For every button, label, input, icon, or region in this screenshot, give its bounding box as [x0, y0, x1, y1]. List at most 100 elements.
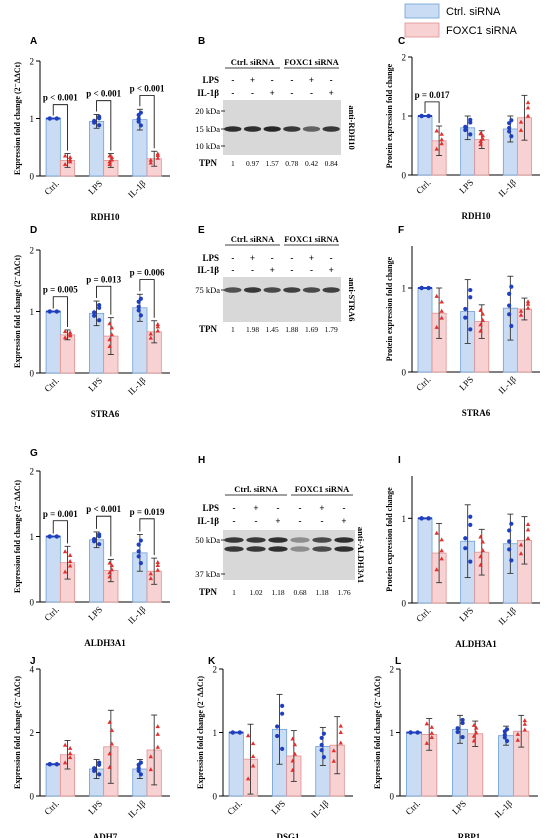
bar-ctrl: [89, 120, 105, 177]
chart-panel-L: L 0 1 2 Expression fold change (2⁻ΔΔCt) RBP1 C…: [373, 656, 538, 838]
blot-sign: -: [330, 253, 333, 263]
data-point: [478, 307, 483, 312]
significance-bracket: [139, 95, 155, 149]
data-point: [478, 142, 483, 147]
data-point: [525, 305, 531, 310]
blot-band: [243, 126, 262, 132]
data-point: [107, 153, 112, 158]
blot-sign: -: [255, 516, 258, 526]
bar-charts: A 0 1 2 Expression fold change (2⁻ΔΔCt) RDH10…: [13, 36, 540, 838]
blot-panel-E: E Ctrl. siRNA FOXC1 siRNA LPS - + - - + - IL-1β - - +…: [195, 225, 357, 334]
data-point: [429, 724, 435, 729]
bar-ctrl: [406, 732, 423, 797]
data-point: [439, 131, 444, 136]
data-point: [439, 537, 444, 542]
x-tick-label: Ctrl.: [414, 177, 433, 196]
bar-ctrl: [45, 311, 61, 374]
data-point: [455, 729, 460, 735]
data-point: [480, 311, 485, 316]
kda-marker: 37 kDa: [195, 569, 220, 579]
significance-bracket: [96, 100, 112, 151]
data-point: [474, 730, 479, 735]
data-point: [480, 539, 485, 544]
x-tick-label: Ctrl.: [42, 375, 61, 394]
x-tick-label: IL-1β: [496, 177, 518, 199]
y-tick-label: 1: [213, 728, 218, 738]
data-point: [419, 113, 424, 119]
data-point: [250, 763, 256, 768]
data-point: [471, 733, 477, 738]
blot-group-label: FOXC1 siRNA: [295, 484, 350, 494]
data-point: [471, 722, 477, 727]
data-point: [468, 514, 473, 519]
y-tick-label: 0: [30, 792, 35, 802]
data-point: [67, 552, 73, 557]
y-tick-label: 0: [402, 368, 407, 378]
data-point: [509, 521, 514, 526]
data-point: [47, 116, 52, 121]
data-point: [67, 751, 73, 756]
data-point: [280, 746, 285, 751]
data-point: [460, 720, 465, 726]
tpn-value: 1.45: [266, 325, 279, 334]
data-point: [522, 721, 528, 726]
data-point: [97, 114, 102, 119]
x-tick-label: Ctrl.: [225, 798, 244, 817]
blot-band: [268, 546, 288, 552]
data-point: [515, 737, 521, 742]
blot-sign: +: [319, 503, 324, 513]
y-tick-label: 0: [390, 792, 395, 802]
x-tick-label: IL-1β: [126, 604, 148, 626]
blot-band: [263, 287, 281, 293]
y-axis-label: Protein expression fold change: [385, 256, 394, 361]
data-point: [321, 731, 326, 736]
blot-sign: -: [299, 516, 302, 526]
tpn-value: 1.57: [266, 159, 279, 168]
bar-ctrl: [89, 539, 105, 603]
tpn-value: 0.42: [305, 159, 318, 168]
data-point: [109, 567, 115, 572]
antibody-label: anti-ALDH3A1: [356, 527, 366, 583]
x-tick-label: Ctrl.: [414, 605, 433, 624]
x-tick-label: IL-1β: [126, 798, 148, 820]
data-point: [525, 522, 531, 527]
kda-marker: 50 kDa: [195, 535, 220, 545]
data-point: [319, 735, 324, 741]
x-axis-label: ADH7: [93, 832, 118, 838]
x-tick-label: Ctrl.: [42, 604, 61, 623]
data-point: [107, 570, 112, 575]
bar-ctrl: [228, 732, 244, 797]
blot-sign: -: [251, 265, 254, 275]
data-point: [426, 285, 431, 291]
blot-sign: -: [277, 503, 280, 513]
data-point: [155, 321, 160, 326]
legend-swatch-ctrl: [404, 3, 440, 19]
x-tick-label: Ctrl.: [404, 798, 423, 817]
blot-membrane: [223, 100, 341, 155]
tpn-value: 1.18: [315, 588, 328, 597]
data-point: [434, 128, 439, 133]
blot-sign: -: [231, 88, 234, 98]
data-point: [468, 522, 473, 527]
data-point: [92, 310, 97, 315]
panel-letter: J: [30, 656, 36, 667]
data-point: [97, 318, 102, 323]
data-point: [136, 304, 141, 309]
panel-letter: E: [198, 225, 205, 236]
blot-band: [243, 287, 262, 293]
data-point: [62, 549, 68, 554]
data-point: [97, 123, 102, 128]
data-point: [424, 740, 430, 745]
tpn-value: 1.69: [305, 325, 318, 334]
data-point: [507, 539, 512, 544]
blot-sign: -: [299, 503, 302, 513]
data-point: [107, 161, 112, 166]
data-point: [463, 546, 468, 551]
data-point: [509, 284, 514, 289]
data-point: [290, 758, 295, 763]
x-tick-label: LPS: [450, 798, 468, 816]
blot-band: [334, 537, 354, 543]
data-point: [92, 537, 97, 542]
data-point: [515, 731, 521, 736]
y-axis-label: Expression fold change (2⁻ΔΔCt): [13, 255, 22, 368]
